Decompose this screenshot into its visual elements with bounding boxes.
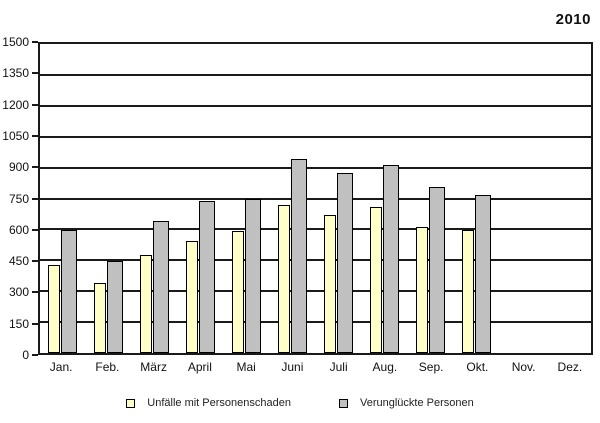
y-tick-mark xyxy=(32,166,38,169)
bar xyxy=(140,254,153,353)
y-tick-mark xyxy=(32,41,38,43)
x-tick-label: Nov. xyxy=(511,360,536,374)
bar-group xyxy=(453,44,499,353)
legend-item: Verunglückte Personen xyxy=(338,397,474,409)
y-tick-mark xyxy=(32,322,38,325)
bar xyxy=(107,260,124,353)
legend: Unfälle mit Personenschaden Verunglückte … xyxy=(0,397,600,409)
bar xyxy=(415,226,428,353)
legend-item: Unfälle mit Personenschaden xyxy=(126,397,291,409)
bar xyxy=(428,186,445,353)
x-axis: Jan. Feb. März April Mai Juni Juli Aug. Sep. Okt.… xyxy=(38,360,593,374)
legend-label: Verunglückte Personen xyxy=(359,397,474,409)
gridline xyxy=(40,197,591,200)
gridline xyxy=(40,290,591,293)
y-axis: 0 150 300 450 600 750 900 1050 1200 1350 1500 xyxy=(0,35,38,362)
x-tick-label: Mai xyxy=(236,360,256,374)
x-tick-label: Jan. xyxy=(49,360,73,374)
bar-group xyxy=(40,44,86,353)
y-tick-mark xyxy=(32,260,38,263)
y-tick-mark xyxy=(32,291,38,294)
bar xyxy=(323,215,336,353)
bar xyxy=(186,240,199,353)
bar xyxy=(382,164,399,353)
legend-swatch-icon xyxy=(126,398,136,408)
y-tick-label: 600 xyxy=(8,222,29,237)
bar xyxy=(245,198,262,353)
y-tick-label: 750 xyxy=(8,191,29,206)
x-tick-label: Juli xyxy=(329,360,348,374)
bar-group xyxy=(178,44,224,353)
y-tick-mark xyxy=(32,228,38,231)
bar xyxy=(461,229,474,353)
y-tick-label: 0 xyxy=(22,348,29,362)
bar xyxy=(48,265,61,353)
x-tick-label: Aug. xyxy=(372,360,398,374)
x-tick-label: Okt. xyxy=(466,360,489,374)
y-tick-label: 1050 xyxy=(2,128,29,143)
gridline xyxy=(40,135,591,138)
bar xyxy=(153,221,170,353)
x-tick-label: Sep. xyxy=(418,360,444,374)
legend-swatch-icon xyxy=(338,398,348,408)
y-tick-mark xyxy=(32,197,38,200)
x-tick-label: Feb. xyxy=(95,360,120,374)
chart-title: 2010 xyxy=(555,11,591,28)
bar xyxy=(369,206,382,353)
bar xyxy=(199,201,216,353)
y-tick-label: 450 xyxy=(8,254,29,269)
gridline xyxy=(40,321,591,324)
y-tick-mark xyxy=(32,134,38,137)
bar-group xyxy=(132,44,178,353)
y-tick-label: 900 xyxy=(8,160,29,175)
y-tick-mark xyxy=(32,103,38,106)
x-tick-label: April xyxy=(187,360,212,374)
gridline xyxy=(40,73,591,76)
y-tick-mark xyxy=(32,72,38,75)
bar-group xyxy=(224,44,270,353)
bar-group xyxy=(86,44,132,353)
bar xyxy=(291,159,308,353)
x-tick-label: März xyxy=(140,360,167,374)
legend-label: Unfälle mit Personenschaden xyxy=(147,397,291,409)
x-tick-label: Dez. xyxy=(557,360,583,374)
bar-group xyxy=(270,44,316,353)
bar-group xyxy=(545,44,591,353)
x-tick-label: Juni xyxy=(281,360,304,374)
gridline xyxy=(40,166,591,169)
bar xyxy=(474,194,491,353)
bar-group xyxy=(316,44,362,353)
bar-group xyxy=(361,44,407,353)
gridline xyxy=(40,259,591,262)
bar xyxy=(336,172,353,353)
y-tick-label: 1500 xyxy=(2,35,29,49)
y-tick-label: 1200 xyxy=(2,97,29,112)
bar-groups xyxy=(40,44,591,353)
y-tick-label: 1350 xyxy=(2,66,29,81)
bar-group xyxy=(407,44,453,353)
gridline xyxy=(40,228,591,231)
gridline xyxy=(40,104,591,107)
bar xyxy=(94,282,107,353)
y-tick-label: 150 xyxy=(8,316,29,331)
bar xyxy=(61,230,78,353)
chart-plot-area xyxy=(38,42,593,355)
bar-group xyxy=(499,44,545,353)
y-tick-label: 300 xyxy=(8,285,29,300)
y-tick-mark xyxy=(32,354,38,356)
bar xyxy=(232,231,245,353)
bar xyxy=(278,204,291,353)
